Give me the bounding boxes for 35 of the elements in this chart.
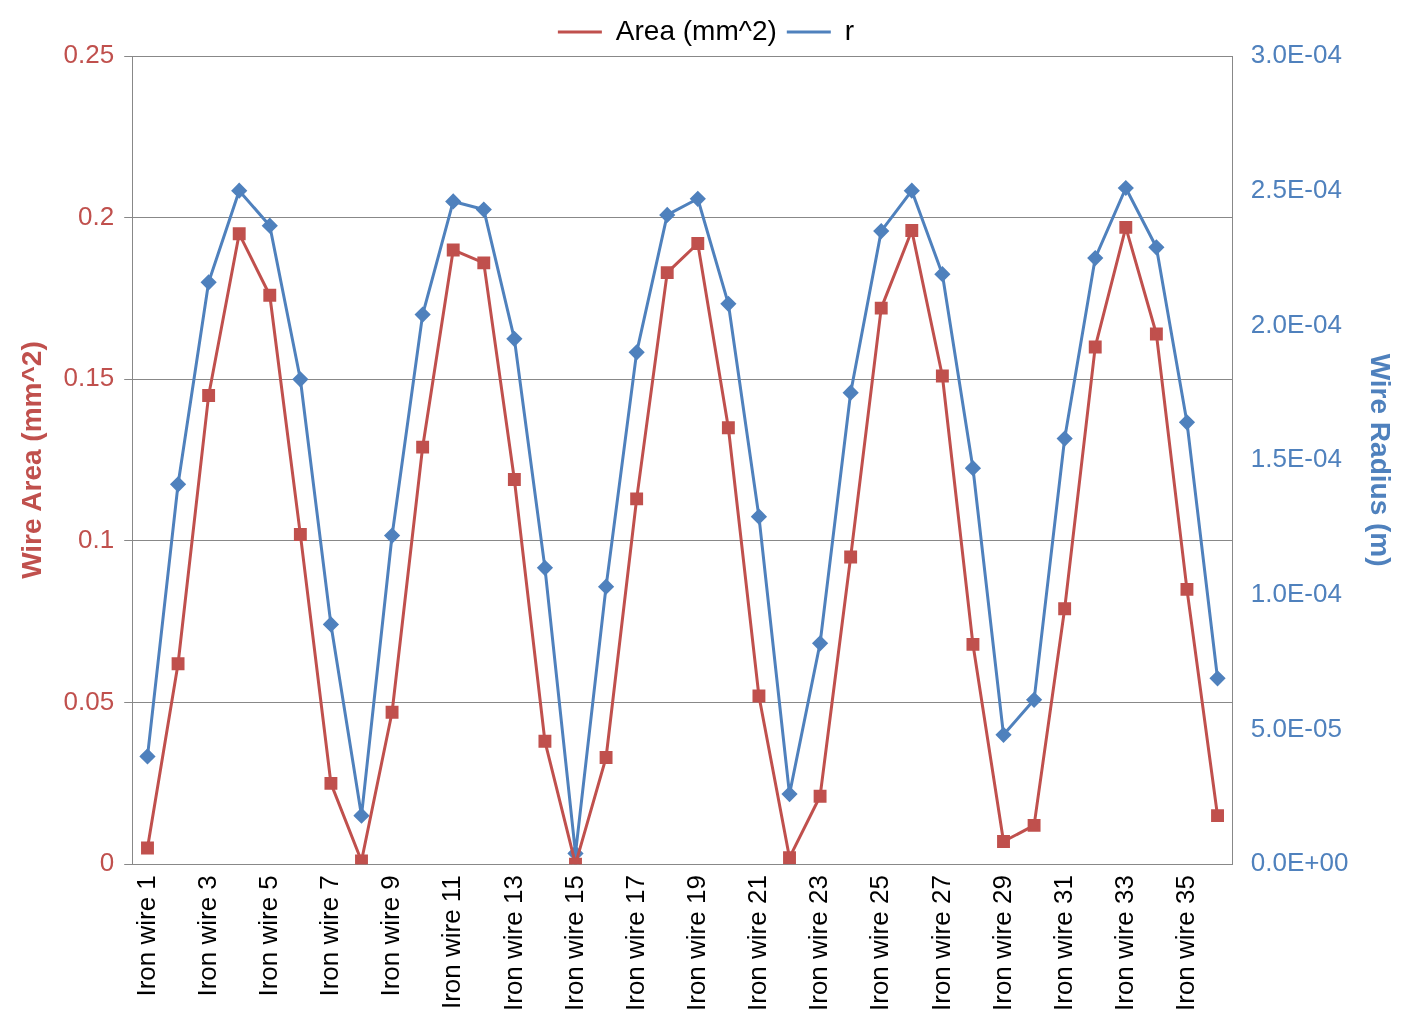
x-tick-label: Iron wire 19 <box>680 875 711 1011</box>
y-tick-label: 0.2 <box>78 200 115 231</box>
x-tick-label: Iron wire 21 <box>742 875 773 1011</box>
y-tick-label: 0 <box>99 847 115 878</box>
x-tick-label: Iron wire 25 <box>864 875 895 1011</box>
y-tick-label: 0.05 <box>63 685 115 716</box>
y-tick-label: 0.15 <box>63 362 115 393</box>
y2-tick-label: 1.0E-04 <box>1250 577 1342 608</box>
x-tick-label: Iron wire 23 <box>803 875 834 1011</box>
x-tick-label: Iron wire 17 <box>619 875 650 1011</box>
y2-axis-title: Wire Radius (m) <box>1365 353 1397 567</box>
x-tick-label: Iron wire 13 <box>497 875 528 1011</box>
y2-tick-label: 3.0E-04 <box>1250 39 1342 70</box>
y2-tick-label: 0.0E+00 <box>1250 847 1349 878</box>
x-tick-label: Iron wire 11 <box>436 875 467 1010</box>
x-tick-label: Iron wire 15 <box>558 875 589 1011</box>
x-tick-label: Iron wire 27 <box>925 875 956 1011</box>
y-axis-title: Wire Area (mm^2) <box>15 341 47 579</box>
legend-label: Area (mm^2) <box>615 14 777 46</box>
y2-tick-label: 2.5E-04 <box>1250 173 1342 204</box>
x-tick-label: Iron wire 5 <box>252 875 283 997</box>
x-tick-label: Iron wire 7 <box>314 875 345 997</box>
x-tick-label: Iron wire 35 <box>1170 875 1201 1011</box>
x-tick-label: Iron wire 29 <box>986 875 1017 1011</box>
y2-tick-label: 2.0E-04 <box>1250 308 1342 339</box>
y-tick-label: 0.1 <box>78 524 115 555</box>
y2-tick-label: 1.5E-04 <box>1250 443 1342 474</box>
x-tick-label: Iron wire 1 <box>130 875 161 997</box>
x-tick-label: Iron wire 9 <box>375 875 406 997</box>
x-tick-label: Iron wire 3 <box>191 875 222 997</box>
y-tick-label: 0.25 <box>63 39 115 70</box>
legend-label: r <box>844 14 855 46</box>
x-tick-label: Iron wire 33 <box>1108 875 1139 1011</box>
y2-tick-label: 5.0E-05 <box>1250 712 1342 743</box>
x-tick-label: Iron wire 31 <box>1047 875 1078 1011</box>
